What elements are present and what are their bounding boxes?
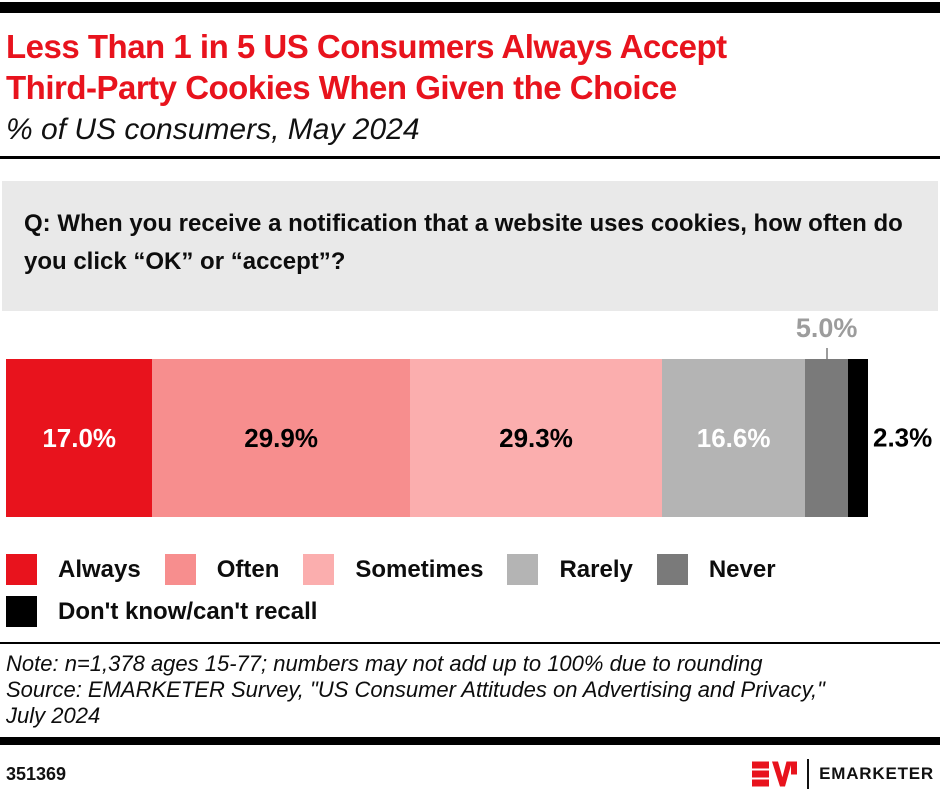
footer-divider [0, 737, 940, 745]
top-border-bar [0, 2, 940, 13]
header-divider [0, 156, 940, 159]
legend-item-often: Often [164, 554, 280, 585]
bar-segment-sometimes: 29.3% [409, 359, 663, 517]
chart-title-line1: Less Than 1 in 5 US Consumers Always Acc… [6, 28, 727, 65]
footer: 351369 EMARKETER [0, 759, 940, 789]
logo-divider [807, 759, 810, 789]
legend-label: Rarely [559, 555, 633, 583]
chart-title-line2: Third-Party Cookies When Given the Choic… [6, 69, 677, 106]
legend-swatch [164, 554, 196, 585]
bar-segment-never [805, 359, 849, 517]
never-callout-line [825, 348, 828, 359]
bar-segment-often: 29.9% [152, 359, 410, 517]
legend-label: Never [708, 555, 776, 583]
bar-wrap: 17.0% 29.9% 29.3% 16.6% 2.3% [6, 359, 932, 517]
chart-subtitle: % of US consumers, May 2024 [6, 113, 420, 146]
legend-item-sometimes: Sometimes [303, 554, 483, 585]
legend-item-rarely: Rarely [507, 554, 633, 585]
bar-segment-don-t-know-can-t-recall [848, 359, 868, 517]
stacked-bar: 17.0% 29.9% 29.3% 16.6% [6, 359, 868, 517]
note-line: Source: EMARKETER Survey, "US Consumer A… [6, 677, 825, 702]
legend-item-never: Never [656, 554, 776, 585]
legend-item-always: Always [6, 554, 141, 585]
bar-segment-always: 17.0% [6, 359, 153, 517]
stacked-bar-chart: 5.0% 17.0% 29.9% 29.3% 16.6% 2.3% [0, 311, 940, 517]
legend-row: Always Often Sometimes Rarely Never [6, 554, 934, 585]
legend-swatch [656, 554, 688, 585]
dont-know-value-label: 2.3% [873, 422, 933, 453]
never-value-label: 5.0% [795, 313, 858, 343]
segment-value-label: 17.0% [42, 422, 117, 453]
notes-divider [0, 642, 940, 644]
legend-label: Sometimes [355, 555, 484, 583]
segment-value-label: 29.9% [244, 422, 318, 453]
segment-value-label: 29.3% [499, 422, 573, 453]
legend-swatch [507, 554, 539, 585]
legend-label: Often [216, 555, 280, 583]
notes: Note: n=1,378 ages 15-77; numbers may no… [0, 644, 940, 729]
emarketer-monogram-icon [752, 761, 798, 787]
legend-swatch [303, 554, 335, 585]
legend-swatch [6, 596, 37, 627]
bar-segment-rarely: 16.6% [662, 359, 806, 517]
legend-swatch [6, 554, 37, 585]
emarketer-logo: EMARKETER [752, 759, 934, 789]
question-box: Q: When you receive a notification that … [2, 181, 938, 311]
note-line: Note: n=1,378 ages 15-77; numbers may no… [6, 651, 763, 676]
legend-label: Always [58, 555, 141, 583]
brand-name: EMARKETER [819, 764, 934, 783]
question-text: Q: When you receive a notification that … [24, 210, 903, 275]
segment-value-label: 16.6% [696, 422, 771, 453]
legend-label: Don't know/can't recall [58, 597, 318, 625]
chart-title: Less Than 1 in 5 US Consumers Always Acc… [6, 26, 934, 108]
legend: Always Often Sometimes Rarely Never Don't kno… [0, 554, 940, 627]
never-callout: 5.0% [6, 311, 868, 359]
chart-id: 351369 [6, 763, 67, 784]
header: Less Than 1 in 5 US Consumers Always Acc… [0, 26, 940, 149]
legend-item-don-t-know-can-t-recall: Don't know/can't recall [6, 596, 317, 627]
legend-row: Don't know/can't recall [6, 596, 934, 627]
note-line: July 2024 [6, 703, 101, 728]
